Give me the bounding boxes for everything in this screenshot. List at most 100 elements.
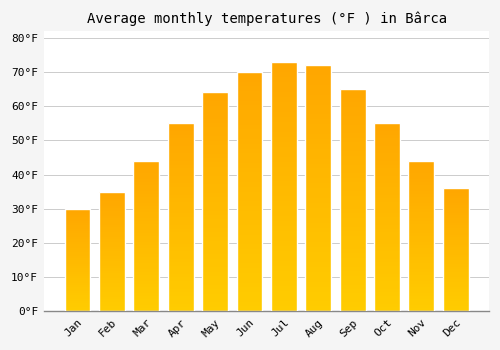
Bar [134,224,159,227]
Bar [64,237,90,239]
Bar [64,307,90,309]
Bar [134,200,159,203]
Bar [271,82,296,87]
Bar [236,168,262,173]
Bar [134,248,159,251]
Bar [306,223,331,228]
Bar [306,257,331,262]
Bar [99,264,125,266]
Bar [64,280,90,282]
Bar [271,152,296,156]
Bar [99,230,125,232]
Bar [408,302,434,305]
Bar [443,267,468,270]
Bar [443,245,468,247]
Bar [168,164,194,168]
Bar [99,287,125,290]
Bar [236,244,262,249]
Bar [64,221,90,223]
Bar [408,209,434,212]
Bar [306,228,331,232]
Bar [408,212,434,215]
Bar [408,296,434,299]
Bar [134,296,159,299]
Bar [408,272,434,275]
Bar [408,293,434,296]
Bar [374,244,400,247]
Bar [134,206,159,209]
Bar [443,272,468,274]
Bar [374,198,400,202]
Bar [408,176,434,179]
Bar [374,270,400,274]
Bar [306,306,331,311]
Bar [168,281,194,285]
Bar [306,178,331,183]
Bar [374,180,400,183]
Bar [64,279,90,280]
Bar [374,138,400,142]
Bar [443,230,468,232]
Bar [374,247,400,251]
Bar [271,296,296,301]
Bar [134,233,159,236]
Bar [168,123,194,127]
Bar [64,295,90,297]
Bar [374,142,400,146]
Bar [443,205,468,208]
Bar [202,307,228,311]
Bar [64,287,90,289]
Bar [202,211,228,215]
Bar [408,269,434,272]
Bar [168,285,194,289]
Bar [271,112,296,117]
Bar [168,289,194,293]
Bar [271,77,296,82]
Bar [134,254,159,257]
Bar [134,263,159,266]
Bar [374,149,400,153]
Bar [340,302,365,307]
Bar [408,221,434,224]
Bar [236,191,262,196]
Bar [64,254,90,256]
Bar [64,235,90,237]
Bar [236,134,262,139]
Bar [271,301,296,306]
Bar [408,251,434,254]
Bar [64,270,90,272]
Bar [64,239,90,241]
Bar [236,307,262,311]
Bar [443,252,468,255]
Bar [64,258,90,260]
Bar [236,211,262,216]
Bar [340,116,365,120]
Bar [202,263,228,267]
Bar [443,260,468,262]
Bar [408,257,434,260]
Bar [340,307,365,311]
Bar [271,107,296,112]
Bar [340,182,365,187]
Bar [408,284,434,287]
Bar [64,260,90,262]
Bar [168,259,194,262]
Bar [134,266,159,269]
Bar [202,154,228,158]
Bar [271,162,296,167]
Bar [443,228,468,230]
Bar [236,82,262,86]
Bar [168,202,194,206]
Bar [134,212,159,215]
Bar [306,277,331,282]
Bar [306,105,331,110]
Bar [340,89,365,93]
Bar [340,164,365,169]
Bar [408,197,434,200]
Bar [443,198,468,201]
Bar [202,246,228,250]
Bar [236,72,262,311]
Bar [271,136,296,141]
Bar [99,266,125,268]
Bar [168,187,194,191]
